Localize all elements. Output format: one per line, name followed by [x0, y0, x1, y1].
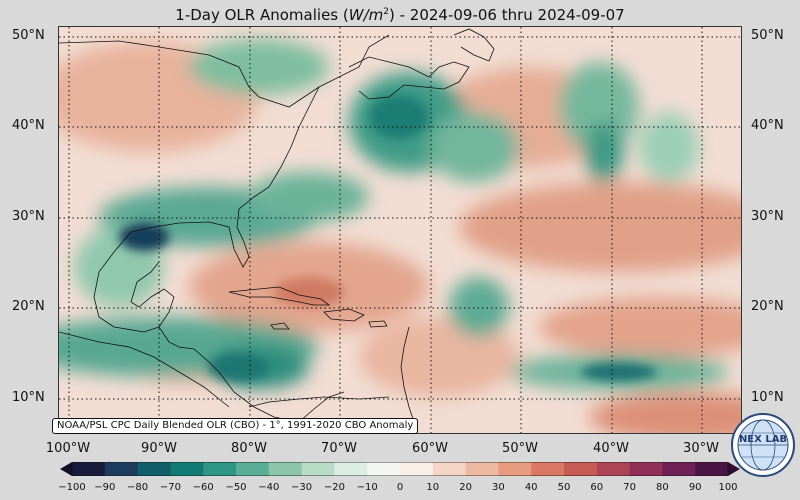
lat-label-right: 30°N [751, 209, 784, 224]
us-gulf-coastline [93, 86, 320, 333]
anomaly-cores [119, 95, 657, 381]
colorbar-tick-label: 10 [426, 482, 440, 493]
colorbar-tick-label: 0 [396, 482, 404, 493]
colorbar-cell [564, 462, 598, 476]
colorbar-tick-label: 80 [656, 482, 669, 493]
title-prefix: 1-Day OLR Anomalies ( [175, 6, 349, 24]
colorbar-cell [170, 462, 204, 476]
cuba-coastline [228, 286, 331, 306]
colorbar-cell [301, 462, 335, 476]
data-source-credit: NOAA/PSL CPC Daily Blended OLR (CBO) - 1… [52, 418, 419, 434]
colorbar-cell [104, 462, 139, 476]
lon-label: 40°W [593, 441, 629, 456]
colorbar-cell [367, 462, 401, 476]
colorbar-cell [268, 462, 303, 476]
colorbar-tick-label: 30 [492, 482, 505, 493]
colorbar-tick-label: 50 [557, 482, 571, 493]
colorbar-tick-label: −80 [127, 482, 149, 493]
colorbar-tick-label: 60 [590, 482, 604, 493]
title-unit: W/m [348, 6, 384, 24]
lat-label-right: 50°N [751, 28, 784, 43]
maritime-canada-coastline [348, 56, 470, 100]
colorbar-tick-label: −20 [323, 482, 345, 493]
map-canvas [59, 27, 741, 433]
lat-label-left: 10°N [12, 390, 45, 405]
colorbar-cell [236, 462, 270, 476]
anomaly-field [59, 39, 741, 433]
lat-label-right: 40°N [751, 118, 784, 133]
colorbar-tick-label: 100 [718, 482, 738, 493]
colorbar-tick-label: 40 [524, 482, 538, 493]
colorbar-cell [531, 462, 565, 476]
colorbar-cell [596, 462, 631, 476]
colorbar-tick-label: −30 [291, 482, 313, 493]
hispaniola-coastline [323, 308, 365, 322]
colorbar-tick-label: −70 [159, 482, 181, 493]
colorbar-tick-label: −90 [94, 482, 116, 493]
colorbar-tick-label: −10 [356, 482, 378, 493]
south-america-coastline [248, 396, 390, 408]
lat-label-left: 30°N [12, 209, 45, 224]
colorbar-cell [203, 462, 237, 476]
graticule [59, 27, 741, 433]
jamaica-coastline [270, 322, 290, 330]
nexlab-globe-logo-icon: NEX LAB [731, 413, 795, 477]
central-america-coastline [158, 326, 345, 423]
colorbar-tick-label: −60 [192, 482, 214, 493]
title-unit-exponent: 2 [383, 7, 389, 17]
mexico-pacific-coastline [59, 331, 230, 408]
lon-label: 100°W [45, 441, 91, 456]
puerto-rico-coastline [368, 320, 388, 328]
colorbar-cell [662, 462, 696, 476]
coastlines [59, 28, 495, 423]
lat-label-left: 50°N [12, 28, 45, 43]
colorbar-cell [465, 462, 499, 476]
lon-label: 90°W [141, 441, 177, 456]
lon-label: 80°W [231, 441, 267, 456]
lon-label: 70°W [321, 441, 357, 456]
us-canada-border [59, 34, 390, 108]
lesser-antilles-chain [400, 326, 415, 423]
lat-label-right: 20°N [751, 299, 784, 314]
colorbar-cells [72, 462, 729, 476]
map-title: 1-Day OLR Anomalies (W/m2) - 2024-09-06 … [0, 0, 800, 24]
colorbar [60, 462, 740, 476]
lon-label: 60°W [412, 441, 448, 456]
colorbar-tick-label: −40 [258, 482, 280, 493]
colorbar-cell [137, 462, 171, 476]
colorbar-cell [334, 462, 368, 476]
olr-anomaly-map [58, 26, 742, 434]
colorbar-outline [71, 462, 729, 476]
colorbar-cell [695, 462, 729, 476]
colorbar-tick-label: −50 [225, 482, 247, 493]
lon-label: 50°W [502, 441, 538, 456]
colorbar-tick-label: 70 [623, 482, 636, 493]
colorbar-cell [432, 462, 467, 476]
lat-label-right: 10°N [751, 390, 784, 405]
colorbar-max-arrow [728, 462, 740, 476]
colorbar-cell [400, 462, 434, 476]
colorbar-cell [498, 462, 532, 476]
colorbar-cell [629, 462, 663, 476]
lon-label: 30°W [683, 441, 719, 456]
colorbar-tick-label: 90 [688, 482, 702, 493]
newfoundland-coastline [453, 28, 495, 62]
lat-label-left: 20°N [12, 299, 45, 314]
colorbar-cell [72, 462, 106, 476]
colorbar-tick-label: −100 [58, 482, 86, 493]
logo-text: NEX LAB [739, 434, 787, 445]
colorbar-min-arrow [60, 462, 72, 476]
lat-label-left: 40°N [12, 118, 45, 133]
title-suffix: ) - 2024-09-06 thru 2024-09-07 [388, 6, 625, 24]
colorbar-tick-label: 20 [459, 482, 472, 493]
